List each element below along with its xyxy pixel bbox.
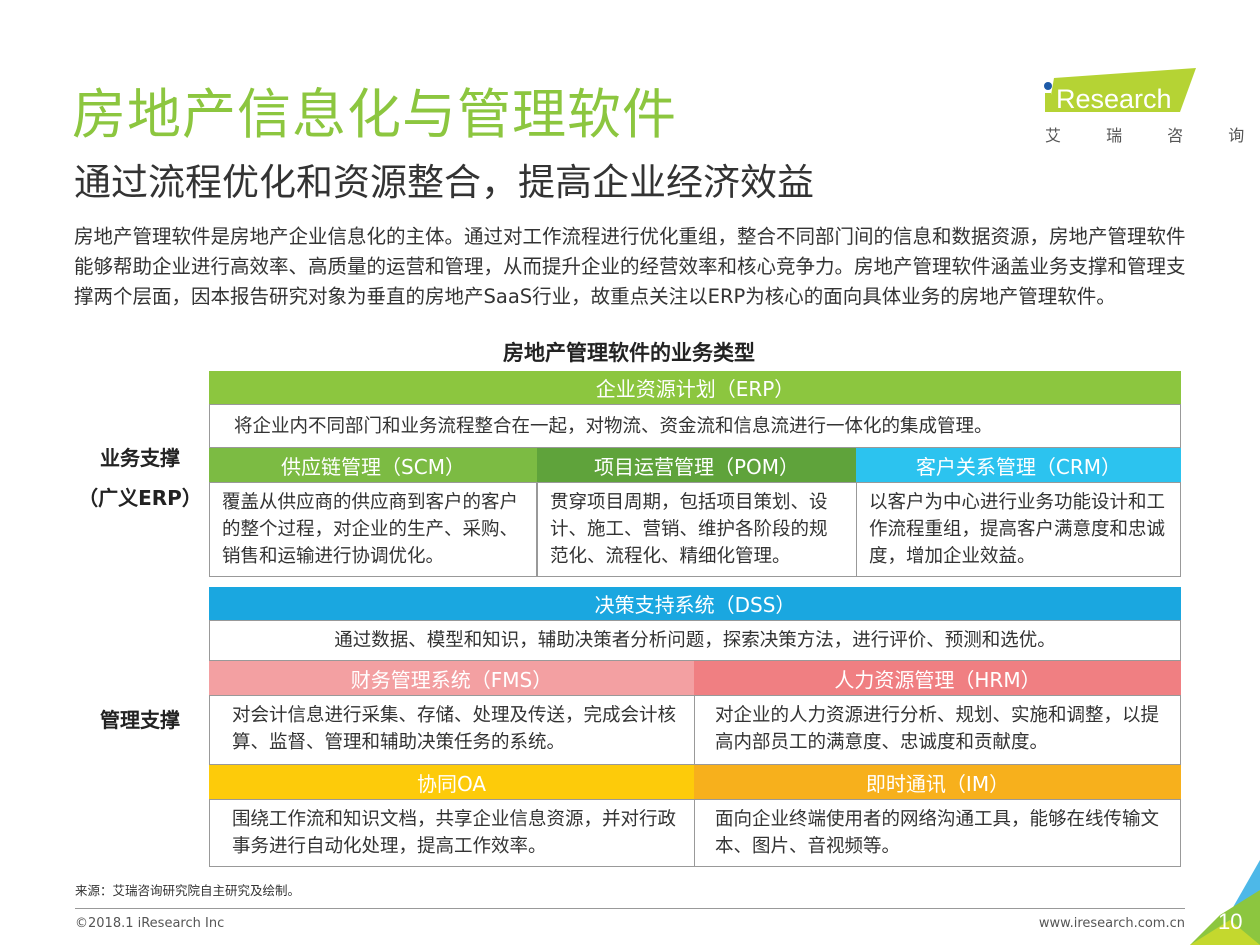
business-support-sublabel: （广义ERP） — [78, 486, 202, 510]
dss-desc: 通过数据、模型和知识，辅助决策者分析问题，探索决策方法，进行评价、预测和选优。 — [209, 620, 1181, 661]
scm-header: 供应链管理（SCM） — [209, 448, 537, 482]
pom-desc: 贯穿项目周期，包括项目策划、设计、施工、营销、维护各阶段的规范化、流程化、精细化… — [537, 482, 857, 577]
im-header: 即时通讯（IM） — [694, 765, 1181, 799]
page-title: 房地产信息化与管理软件 — [72, 83, 677, 146]
crm-header: 客户关系管理（CRM） — [856, 448, 1181, 482]
erp-header: 企业资源计划（ERP） — [209, 371, 1181, 404]
im-desc: 面向企业终端使用者的网络沟通工具，能够在线传输文本、图片、音视频等。 — [694, 799, 1181, 867]
footer-divider — [75, 908, 1185, 909]
table-title: 房地产管理软件的业务类型 — [503, 341, 755, 365]
oa-header: 协同OA — [209, 765, 694, 799]
fms-desc: 对会计信息进行采集、存储、处理及传送，完成会计核算、监督、管理和辅助决策任务的系… — [209, 695, 695, 765]
scm-desc: 覆盖从供应商的供应商到客户的客户的整个过程，对企业的生产、采购、销售和运输进行协… — [209, 482, 537, 577]
svg-text:Research: Research — [1056, 84, 1172, 114]
source-note: 来源：艾瑞咨询研究院自主研究及绘制。 — [75, 883, 301, 898]
hrm-header: 人力资源管理（HRM） — [694, 661, 1181, 695]
pom-header: 项目运营管理（POM） — [537, 448, 856, 482]
page-number: 10 — [1218, 909, 1243, 934]
business-support-label: 业务支撑 — [100, 446, 180, 470]
crm-desc: 以客户为中心进行业务功能设计和工作流程重组，提高客户满意度和忠诚度，增加企业效益… — [856, 482, 1181, 577]
oa-desc: 围绕工作流和知识文档，共享企业信息资源，并对行政事务进行自动化处理，提高工作效率… — [209, 799, 695, 867]
page-subtitle: 通过流程优化和资源整合，提高企业经济效益 — [74, 161, 814, 204]
copyright: ©2018.1 iResearch Inc — [75, 916, 225, 931]
corner-decoration — [1190, 860, 1260, 945]
intro-paragraph: 房地产管理软件是房地产企业信息化的主体。通过对工作流程进行优化重组，整合不同部门… — [74, 225, 1186, 308]
logo-cn-text: 艾 瑞 咨 询 — [1045, 126, 1260, 145]
management-support-label: 管理支撑 — [100, 708, 180, 732]
dss-header: 决策支持系统（DSS） — [209, 587, 1181, 620]
iresearch-logo: Research 艾 瑞 咨 询 — [1040, 66, 1244, 146]
erp-desc: 将企业内不同部门和业务流程整合在一起，对物流、资金流和信息流进行一体化的集成管理… — [209, 404, 1181, 448]
hrm-desc: 对企业的人力资源进行分析、规划、实施和调整，以提高内部员工的满意度、忠诚度和贡献… — [694, 695, 1181, 765]
fms-header: 财务管理系统（FMS） — [209, 661, 694, 695]
website-link[interactable]: www.iresearch.com.cn — [1038, 916, 1185, 931]
